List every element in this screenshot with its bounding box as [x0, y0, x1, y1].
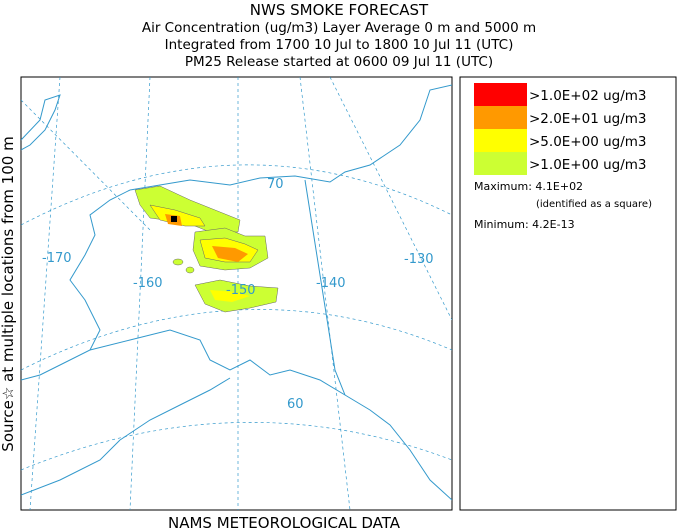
legend-swatch [474, 129, 527, 152]
longitude-label: -170 [42, 251, 72, 266]
legend-swatch [474, 106, 527, 129]
maximum: Maximum: 4.1E+02 [474, 180, 583, 193]
minimum: Minimum: 4.2E-13 [474, 218, 575, 231]
legend: >1.0E+02 ug/m3 >2.0E+01 ug/m3 >5.0E+00 ug/… [474, 83, 647, 175]
plume [134, 185, 279, 313]
title: NWS SMOKE FORECAST [250, 1, 429, 19]
border [304, 179, 346, 396]
footer: NAMS METEOROLOGICAL DATA [168, 514, 401, 532]
coastline [21, 84, 452, 501]
legend-label: >1.0E+02 ug/m3 [529, 88, 647, 104]
legend-swatch [474, 83, 527, 106]
maximum-note: (identified as a square) [536, 199, 652, 210]
longitude-label: -140 [316, 276, 346, 291]
map [20, 76, 453, 511]
longitude-label: -150 [226, 283, 256, 298]
graticule [21, 77, 452, 510]
latitude-label: 60 [287, 397, 304, 412]
subtitle: Air Concentration (ug/m3) Layer Average … [142, 20, 536, 36]
subtitle: PM25 Release started at 0600 09 Jul 11 (… [185, 54, 493, 70]
subtitle: Integrated from 1700 10 Jul to 1800 10 J… [165, 37, 514, 53]
legend-label: >2.0E+01 ug/m3 [529, 111, 647, 127]
longitude-label: -130 [404, 252, 434, 267]
legend-label: >5.0E+00 ug/m3 [529, 134, 647, 150]
side-label: Source☆ at multiple locations from 100 m [0, 136, 17, 451]
legend-label: >1.0E+00 ug/m3 [529, 157, 647, 173]
latitude-label: 70 [267, 177, 284, 192]
legend-swatch [474, 152, 527, 175]
longitude-label: -160 [133, 276, 163, 291]
